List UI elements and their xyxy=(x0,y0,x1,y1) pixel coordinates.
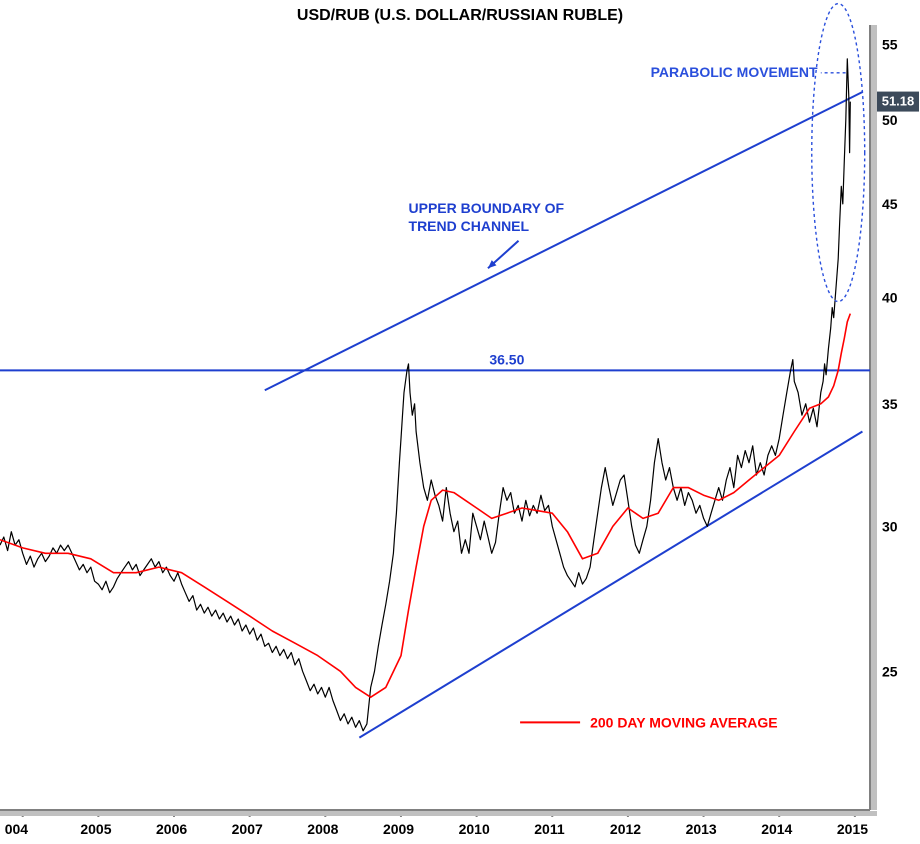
horizontal-level-label: 36.50 xyxy=(489,351,524,367)
anno-parabolic-text: PARABOLIC MOVEMENT xyxy=(651,64,818,80)
price-tag-value: 51.18 xyxy=(882,94,915,109)
y-tick-label: 55 xyxy=(882,36,898,52)
chart-title: USD/RUB (U.S. DOLLAR/RUSSIAN RUBLE) xyxy=(297,7,623,24)
y-tick-label: 30 xyxy=(882,518,898,534)
x-tick-label: 2011 xyxy=(534,821,565,837)
y-tick-label: 45 xyxy=(882,196,898,212)
anno-upper-boundary-text2: TREND CHANNEL xyxy=(409,218,530,234)
x-tick-label: 2008 xyxy=(307,821,338,837)
anno-upper-boundary-text: UPPER BOUNDARY OF xyxy=(409,200,565,216)
axis-edge-shade-bottom xyxy=(0,811,877,816)
usd-rub-chart: USD/RUB (U.S. DOLLAR/RUSSIAN RUBLE) 25 30 3… xyxy=(0,0,920,844)
x-tick-label: 2005 xyxy=(80,821,111,837)
x-tick-label: 2012 xyxy=(610,821,641,837)
chart-svg: USD/RUB (U.S. DOLLAR/RUSSIAN RUBLE) 25 30 3… xyxy=(0,0,920,844)
x-tick-label: 004 xyxy=(5,821,29,837)
axis-edge-shade xyxy=(871,25,877,810)
y-tick-label: 25 xyxy=(882,663,898,679)
x-tick-label: 2014 xyxy=(761,821,792,837)
legend-ma-text: 200 DAY MOVING AVERAGE xyxy=(590,714,778,730)
x-tick-label: 2010 xyxy=(459,821,490,837)
y-tick-label: 50 xyxy=(882,112,898,128)
x-tick-label: 2013 xyxy=(686,821,717,837)
x-tick-label: 2015 xyxy=(837,821,868,837)
x-tick-label: 2007 xyxy=(232,821,263,837)
x-tick-label: 2006 xyxy=(156,821,187,837)
y-tick-label: 35 xyxy=(882,396,898,412)
x-tick-label: 2009 xyxy=(383,821,414,837)
y-tick-label: 40 xyxy=(882,290,898,306)
